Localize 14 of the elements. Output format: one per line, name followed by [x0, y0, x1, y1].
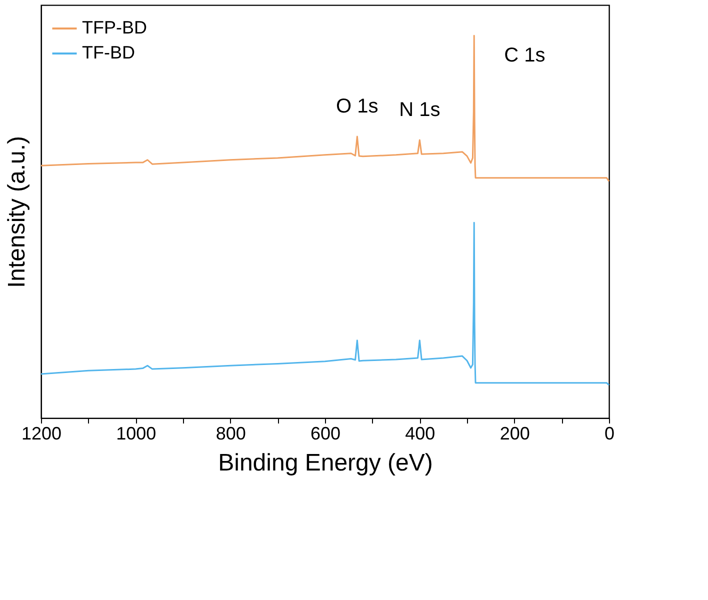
annotation: C 1s [504, 44, 546, 67]
x-tick-label: 1200 [21, 424, 62, 444]
annotation: O 1s [336, 96, 378, 118]
x-tick-label: 800 [216, 424, 246, 444]
y-axis-title: Intensity (a.u.) [4, 136, 30, 288]
x-tick-label: 200 [500, 424, 530, 444]
x-tick-label: 0 [604, 424, 615, 444]
x-axis-title: Binding Energy (eV) [218, 450, 433, 476]
annotation: N 1s [399, 98, 440, 121]
x-tick-label: 1000 [116, 424, 156, 444]
x-tick-label: 600 [310, 424, 341, 444]
x-tick-label: 400 [405, 424, 436, 444]
legend-label: TF-BD [82, 42, 135, 62]
legend-label: TFP-BD [82, 18, 147, 38]
